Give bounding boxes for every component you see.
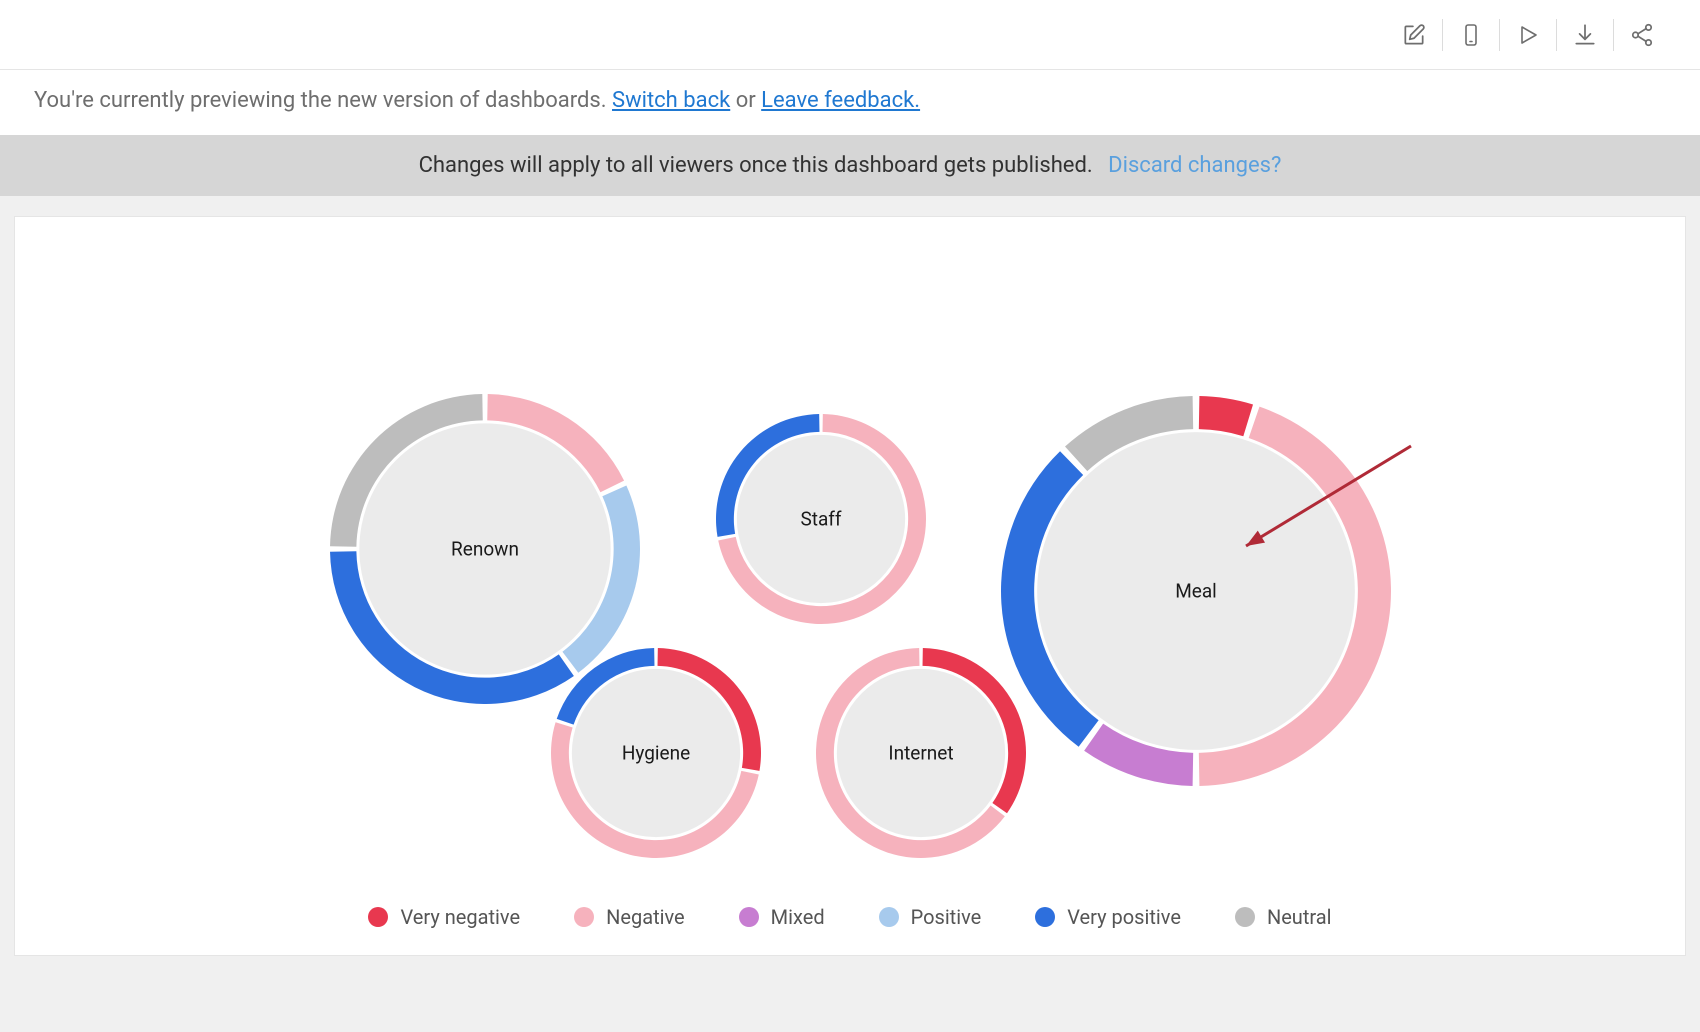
legend-swatch-mixed <box>739 907 759 927</box>
dashboard-card: RenownStaffHygieneInternetMeal Very nega… <box>14 216 1686 956</box>
switch-back-link[interactable]: Switch back <box>612 88 730 113</box>
preview-banner-or: or <box>736 88 761 113</box>
legend-label-neutral: Neutral <box>1267 905 1332 929</box>
preview-banner-text: You're currently previewing the new vers… <box>34 88 612 113</box>
share-icon[interactable] <box>1614 13 1670 57</box>
legend-label-very_negative: Very negative <box>400 905 520 929</box>
download-icon[interactable] <box>1557 13 1613 57</box>
legend-swatch-positive <box>879 907 899 927</box>
legend-label-very_positive: Very positive <box>1067 905 1181 929</box>
chart-legend: Very negative Negative Mixed Positive Very p… <box>15 905 1685 929</box>
legend-item-very_negative[interactable]: Very negative <box>368 905 520 929</box>
legend-label-negative: Negative <box>606 905 685 929</box>
legend-item-positive[interactable]: Positive <box>879 905 982 929</box>
donut-meal[interactable]: Meal <box>1001 396 1391 786</box>
edit-icon[interactable] <box>1386 13 1442 57</box>
play-icon[interactable] <box>1500 13 1556 57</box>
legend-label-mixed: Mixed <box>771 905 825 929</box>
page-background: Changes will apply to all viewers once t… <box>0 135 1700 1032</box>
legend-swatch-neutral <box>1235 907 1255 927</box>
leave-feedback-link[interactable]: Leave feedback. <box>761 88 920 113</box>
donut-chart-stage: RenownStaffHygieneInternetMeal <box>15 217 1685 955</box>
donut-hygiene[interactable]: Hygiene <box>551 648 761 858</box>
mobile-icon[interactable] <box>1443 13 1499 57</box>
legend-item-very_positive[interactable]: Very positive <box>1035 905 1181 929</box>
donut-staff[interactable]: Staff <box>716 414 926 624</box>
unpublished-changes-bar: Changes will apply to all viewers once t… <box>0 135 1700 196</box>
donut-meal-seg-very_negative[interactable] <box>1199 396 1253 436</box>
top-toolbar <box>0 0 1700 70</box>
donut-internet[interactable]: Internet <box>816 648 1026 858</box>
preview-banner: You're currently previewing the new vers… <box>0 70 1700 135</box>
legend-swatch-very_positive <box>1035 907 1055 927</box>
legend-item-negative[interactable]: Negative <box>574 905 685 929</box>
legend-swatch-negative <box>574 907 594 927</box>
changes-bar-message: Changes will apply to all viewers once t… <box>419 153 1093 178</box>
discard-changes-link[interactable]: Discard changes? <box>1108 153 1281 178</box>
legend-item-mixed[interactable]: Mixed <box>739 905 825 929</box>
legend-swatch-very_negative <box>368 907 388 927</box>
legend-item-neutral[interactable]: Neutral <box>1235 905 1332 929</box>
legend-label-positive: Positive <box>911 905 982 929</box>
